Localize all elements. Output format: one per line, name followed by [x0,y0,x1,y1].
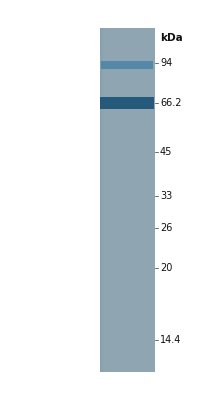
Bar [101,28,102,372]
Bar [102,28,103,372]
Text: 94: 94 [160,58,172,68]
Bar [103,28,104,372]
Text: 20: 20 [160,263,172,273]
Text: 45: 45 [160,147,172,157]
Text: 26: 26 [160,223,172,233]
Bar [100,28,101,372]
Text: 66.2: 66.2 [160,98,181,108]
Text: 14.4: 14.4 [160,335,181,345]
Text: kDa: kDa [160,33,183,43]
Bar [100,97,154,109]
Bar [104,28,105,372]
Bar [101,61,153,69]
Bar [100,28,155,372]
Text: 33: 33 [160,191,172,201]
